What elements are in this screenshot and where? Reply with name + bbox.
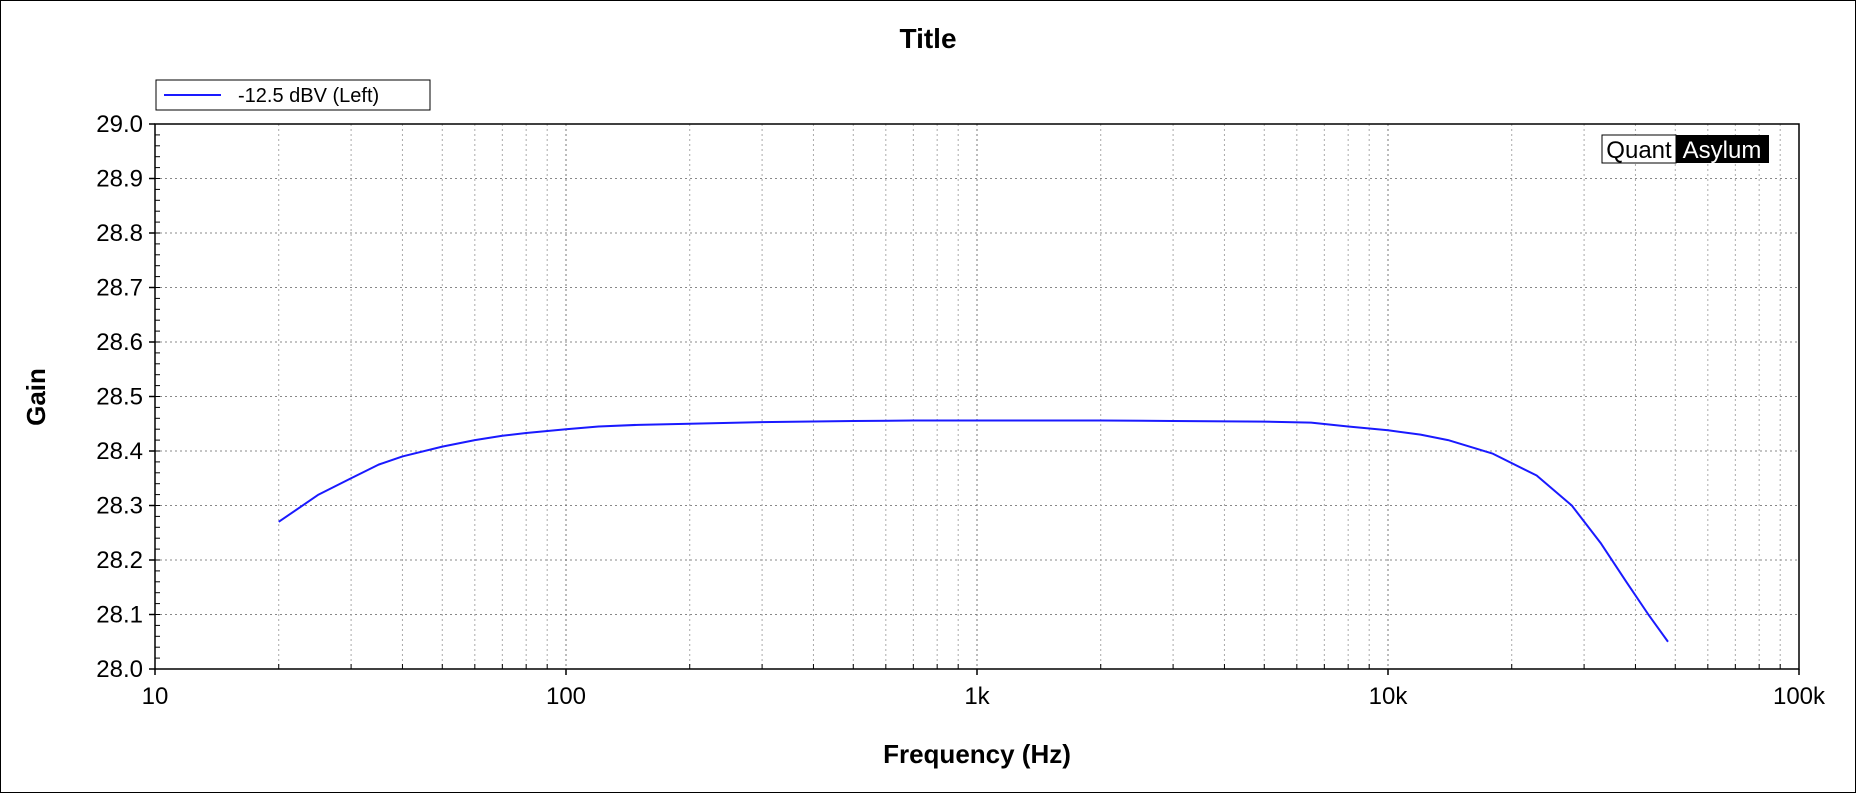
logo-part2-box [1676, 135, 1769, 163]
x-tick-label: 100k [1773, 683, 1826, 710]
y-tick-label: 28.4 [96, 438, 143, 465]
series-layer [278, 419, 1669, 643]
logo-part1-box [1601, 134, 1677, 164]
y-tick-label: 28.0 [96, 656, 143, 683]
y-tick-label: 28.3 [96, 493, 143, 520]
grid [155, 124, 1799, 669]
y-tick-label: 28.8 [96, 220, 143, 247]
logo-part2: Asylum [1683, 137, 1762, 164]
series-line [278, 419, 1669, 643]
legend-label: -12.5 dBV (Left) [238, 85, 379, 107]
y-tick-label: 28.7 [96, 275, 143, 302]
y-tick-label: 28.9 [96, 166, 143, 193]
y-axis: 28.0 28.1 28.2 28.3 28.4 28.5 28.6 28.7 28.8 28.9… [96, 111, 155, 683]
y-tick-label: 28.5 [96, 384, 143, 411]
chart-title: Title [899, 23, 956, 54]
y-tick-label: 28.2 [96, 547, 143, 574]
legend: -12.5 dBV (Left) [155, 79, 431, 111]
x-tick-label: 10 [142, 683, 169, 710]
x-tick-label: 10k [1369, 683, 1409, 710]
y-axis-label: Gain [21, 368, 51, 426]
x-axis-label: Frequency (Hz) [883, 739, 1071, 769]
quantasylum-logo: Quant Asylum [1601, 134, 1769, 164]
logo-part1: Quant [1606, 137, 1672, 164]
y-tick-label: 28.1 [96, 602, 143, 629]
x-tick-label: 100 [546, 683, 586, 710]
x-tick-label: 1k [964, 683, 990, 710]
y-tick-label: 28.6 [96, 329, 143, 356]
y-tick-label: 29.0 [96, 111, 143, 138]
x-axis: 10 100 1k 10k 100k [142, 669, 1826, 710]
